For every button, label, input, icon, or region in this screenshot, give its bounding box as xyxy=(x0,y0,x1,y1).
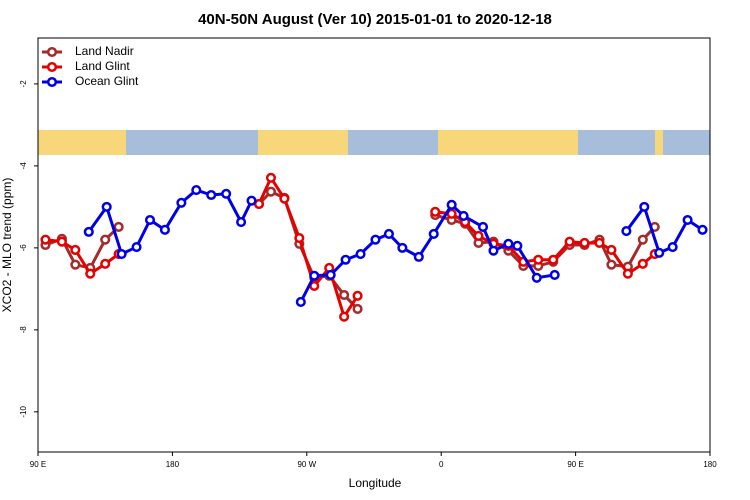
data-point xyxy=(236,216,247,228)
data-point xyxy=(503,238,514,249)
data-point xyxy=(682,214,693,226)
data-point xyxy=(512,240,523,251)
data-point xyxy=(294,232,305,244)
x-tick-label: 0 xyxy=(439,460,444,469)
data-point xyxy=(549,269,560,280)
data-point xyxy=(144,214,156,226)
y-tick-label: -6 xyxy=(19,244,28,252)
data-point xyxy=(430,206,441,217)
data-point xyxy=(339,311,350,322)
legend-marker xyxy=(46,46,58,58)
data-point xyxy=(339,289,350,301)
data-point xyxy=(473,230,484,242)
map-land xyxy=(258,130,348,155)
plot-frame xyxy=(37,37,711,453)
data-point xyxy=(428,228,439,239)
y-tick-label: -4 xyxy=(19,162,28,170)
data-point xyxy=(383,228,394,239)
x-tick-label: 180 xyxy=(166,460,180,469)
map-land xyxy=(438,130,578,155)
data-point xyxy=(533,254,544,265)
data-point xyxy=(309,270,320,281)
legend-marker xyxy=(46,76,58,88)
data-point xyxy=(667,241,678,253)
map-land xyxy=(38,130,126,155)
x-tick-label: 90 W xyxy=(297,460,316,469)
data-point xyxy=(100,234,111,245)
legend-marker xyxy=(46,61,58,73)
legend-label: Land Glint xyxy=(75,59,130,73)
data-point xyxy=(370,234,381,245)
data-point xyxy=(637,258,648,269)
map-band xyxy=(38,130,710,155)
data-point xyxy=(477,221,489,233)
data-point xyxy=(70,244,81,255)
x-tick-label: 90 E xyxy=(567,460,583,469)
data-point xyxy=(85,268,96,279)
data-point xyxy=(606,259,617,270)
data-point xyxy=(113,221,124,233)
data-point xyxy=(56,236,67,247)
x-tick-label: 90 E xyxy=(30,460,46,469)
data-point xyxy=(131,241,142,253)
data-point xyxy=(159,224,170,235)
y-tick-label: -10 xyxy=(19,405,28,417)
data-point xyxy=(446,199,457,210)
data-point xyxy=(413,251,424,262)
data-point xyxy=(355,248,366,260)
data-point xyxy=(116,248,127,260)
y-tick-label: -8 xyxy=(19,326,28,334)
legend-label: Ocean Glint xyxy=(75,74,139,88)
data-point xyxy=(70,259,81,270)
x-tick-label: 180 xyxy=(703,460,717,469)
map-ocean xyxy=(38,130,710,155)
data-point xyxy=(279,193,290,204)
data-point xyxy=(83,226,94,237)
data-point xyxy=(325,269,336,280)
data-point xyxy=(397,242,408,253)
data-point xyxy=(622,268,633,279)
data-point xyxy=(295,296,306,308)
data-point xyxy=(654,247,665,258)
data-point xyxy=(221,188,232,199)
data-point xyxy=(458,210,469,221)
data-point xyxy=(246,195,257,206)
data-point xyxy=(531,272,542,283)
data-point xyxy=(697,224,708,235)
y-axis-label: XCO2 - MLO trend (ppm) xyxy=(0,178,14,313)
data-point xyxy=(579,237,590,249)
data-point xyxy=(100,258,111,269)
data-point xyxy=(352,303,363,314)
data-point xyxy=(548,254,559,265)
data-point xyxy=(40,234,51,245)
x-axis-label: Longitude xyxy=(349,476,402,490)
data-point xyxy=(206,189,217,201)
data-point xyxy=(594,237,605,249)
data-point xyxy=(637,234,648,245)
data-point xyxy=(606,244,617,255)
data-point xyxy=(265,172,277,183)
legend-label: Land Nadir xyxy=(75,44,134,58)
data-point xyxy=(564,236,575,247)
data-point xyxy=(488,245,499,256)
y-tick-label: -2 xyxy=(19,80,28,88)
data-point xyxy=(191,185,202,196)
data-point xyxy=(639,201,650,212)
chart-title: 40N-50N August (Ver 10) 2015-01-01 to 20… xyxy=(198,11,552,28)
data-point xyxy=(340,254,351,265)
map-land xyxy=(655,130,663,155)
data-point xyxy=(176,197,187,208)
data-point xyxy=(101,201,112,212)
data-point xyxy=(621,226,632,237)
data-point xyxy=(265,186,277,197)
data-point xyxy=(352,290,363,301)
